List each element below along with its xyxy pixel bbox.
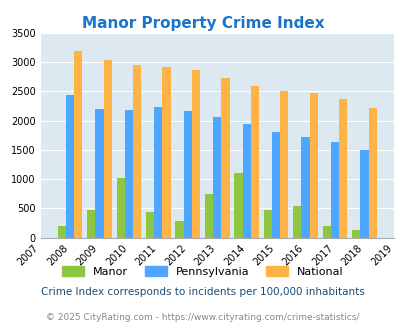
- Bar: [309, 93, 317, 238]
- Bar: [213, 116, 221, 238]
- Bar: [205, 194, 213, 238]
- Bar: [322, 226, 330, 238]
- Bar: [162, 68, 170, 238]
- Bar: [330, 142, 338, 238]
- Bar: [146, 213, 154, 238]
- Bar: [192, 70, 200, 238]
- Bar: [338, 99, 346, 238]
- Bar: [103, 60, 111, 238]
- Text: © 2025 CityRating.com - https://www.cityrating.com/crime-statistics/: © 2025 CityRating.com - https://www.city…: [46, 313, 359, 322]
- Bar: [116, 178, 124, 238]
- Bar: [234, 173, 242, 238]
- Bar: [301, 137, 309, 238]
- Bar: [74, 50, 82, 238]
- Bar: [87, 210, 95, 238]
- Bar: [250, 85, 258, 238]
- Bar: [279, 91, 288, 238]
- Bar: [183, 111, 192, 238]
- Bar: [124, 111, 133, 238]
- Text: Manor Property Crime Index: Manor Property Crime Index: [81, 16, 324, 31]
- Bar: [351, 230, 359, 238]
- Bar: [292, 206, 301, 238]
- Bar: [263, 210, 271, 238]
- Bar: [175, 221, 183, 238]
- Bar: [242, 124, 250, 238]
- Bar: [154, 107, 162, 238]
- Bar: [271, 132, 279, 238]
- Bar: [368, 109, 376, 238]
- Bar: [221, 78, 229, 238]
- Bar: [58, 226, 66, 238]
- Bar: [359, 150, 368, 238]
- Bar: [133, 65, 141, 238]
- Text: Crime Index corresponds to incidents per 100,000 inhabitants: Crime Index corresponds to incidents per…: [41, 287, 364, 297]
- Bar: [66, 95, 74, 238]
- Bar: [95, 109, 103, 238]
- Legend: Manor, Pennsylvania, National: Manor, Pennsylvania, National: [58, 261, 347, 281]
